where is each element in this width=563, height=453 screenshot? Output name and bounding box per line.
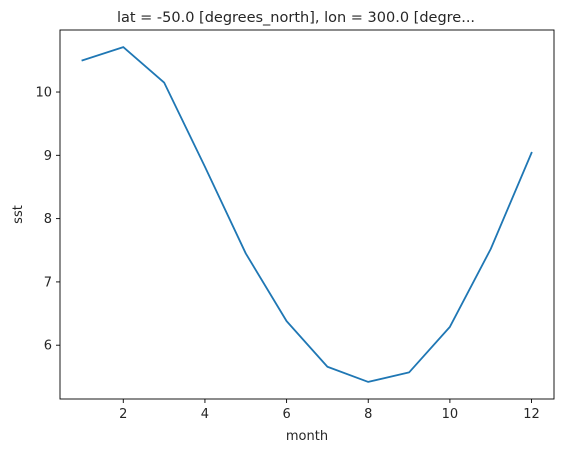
y-axis-label: sst	[11, 205, 26, 224]
x-axis-label: month	[286, 429, 328, 444]
x-tick-label: 4	[201, 407, 209, 422]
x-tick-label: 10	[442, 407, 459, 422]
plot-frame	[59, 29, 555, 400]
y-tick-label: 10	[35, 86, 52, 101]
y-tick-label: 8	[44, 212, 52, 227]
x-tick-label: 12	[523, 407, 540, 422]
x-tick-label: 8	[364, 407, 372, 422]
x-tick-label: 2	[119, 407, 127, 422]
plot-area	[81, 46, 533, 383]
x-axis: 2 4 6 8 10 12	[119, 399, 540, 422]
y-tick-label: 9	[44, 149, 52, 164]
series-line-0	[81, 46, 533, 383]
y-tick-label: 6	[44, 339, 52, 354]
y-tick-label: 7	[44, 275, 52, 290]
y-axis: 6 7 8 9 10	[35, 86, 60, 354]
x-tick-label: 6	[282, 407, 290, 422]
chart-title: lat = -50.0 [degrees_north], lon = 300.0…	[117, 10, 475, 26]
